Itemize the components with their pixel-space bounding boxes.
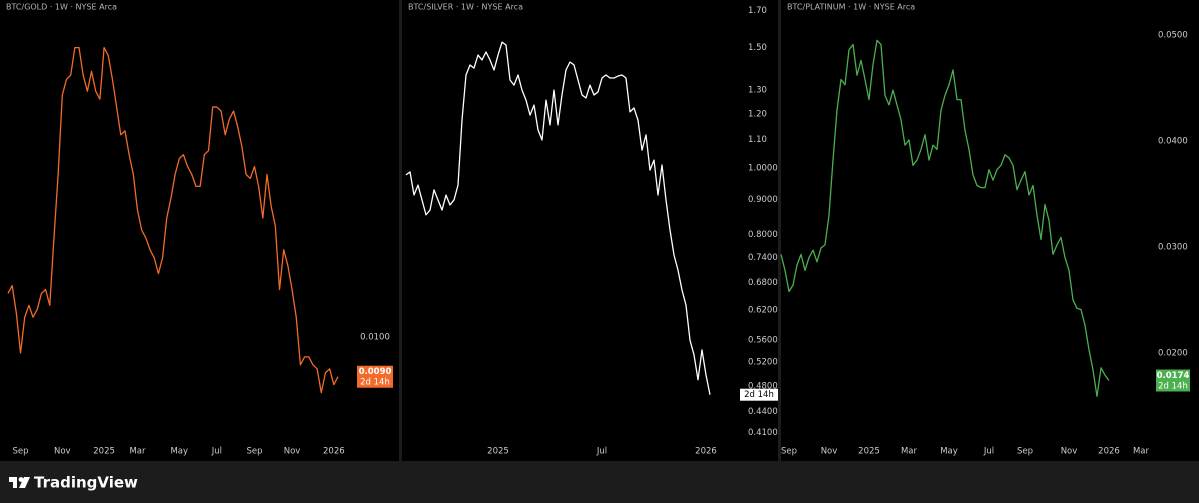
x-tick-label: Mar [1133,447,1150,457]
y-tick-label: 0.4100 [748,428,778,438]
y-tick-label: 1.20 [748,109,767,119]
x-tick-label: Nov [284,447,301,457]
y-tick-label: 1.30 [748,86,767,96]
price-line [7,46,339,394]
x-tick-label: Sep [1017,447,1033,457]
y-tick-label: 1.70 [748,6,767,16]
x-tick-label: May [170,447,188,457]
y-tick-label: 0.6200 [748,305,778,315]
x-tick-label: Nov [1061,447,1078,457]
panel [402,0,778,461]
price-label: 0.0174 [1157,371,1190,381]
logo-part [19,477,30,488]
x-tick-label: May [940,447,958,457]
y-tick-label: 0.5200 [748,358,778,368]
x-tick-label: Jul [211,447,222,457]
x-tick-label: Nov [821,447,838,457]
price-line [405,41,711,395]
y-tick-label: 0.6800 [748,278,778,288]
y-tick-label: 0.4800 [748,381,778,391]
brand: TradingView [34,474,138,492]
x-tick-label: Mar [129,447,146,457]
y-tick-label: 0.5600 [748,336,778,346]
panel [781,0,1199,461]
y-tick-label: 0.0100 [360,333,390,343]
chart-title: BTC/SILVER · 1W · NYSE Arca [408,3,523,12]
x-tick-label: 2026 [1098,447,1120,457]
x-tick-label: 2026 [695,447,717,457]
logo-part [13,477,17,488]
panel [0,0,399,461]
y-tick-label: 0.0500 [1158,30,1188,40]
price-line [780,39,1110,398]
countdown: 2d 14h [1158,382,1188,392]
y-tick-label: 0.0200 [1158,348,1188,358]
y-tick-label: 0.4400 [748,407,778,417]
x-tick-label: Jul [596,447,607,457]
y-tick-label: 0.8000 [748,230,778,240]
y-tick-label: 0.0300 [1158,242,1188,252]
logo [9,477,30,488]
x-tick-label: 2025 [487,447,509,457]
x-tick-label: Mar [901,447,918,457]
x-tick-label: Nov [54,447,71,457]
countdown: 2d 14h [360,378,390,388]
x-tick-label: Jul [983,447,994,457]
price-label: 0.0090 [359,367,392,377]
price-label-box [357,365,393,388]
countdown: 2d 14h [744,390,774,400]
y-tick-label: 0.7400 [748,253,778,263]
x-tick-label: 2026 [323,447,345,457]
y-tick-label: 0.9000 [748,195,778,205]
logo-part [18,477,24,482]
x-tick-label: Sep [781,447,797,457]
x-tick-label: 2025 [93,447,115,457]
chart-title: BTC/GOLD · 1W · NYSE Arca [6,3,117,12]
y-tick-label: 1.0000 [748,164,778,174]
y-tick-label: 1.10 [748,135,767,145]
y-tick-label: 1.50 [748,43,767,53]
x-tick-label: Sep [246,447,262,457]
price-label-box [1156,369,1190,392]
y-tick-label: 0.0400 [1158,136,1188,146]
countdown-box [740,388,778,401]
x-tick-label: Sep [13,447,29,457]
x-tick-label: 2025 [858,447,880,457]
chart-title: BTC/PLATINUM · 1W · NYSE Arca [787,3,915,12]
